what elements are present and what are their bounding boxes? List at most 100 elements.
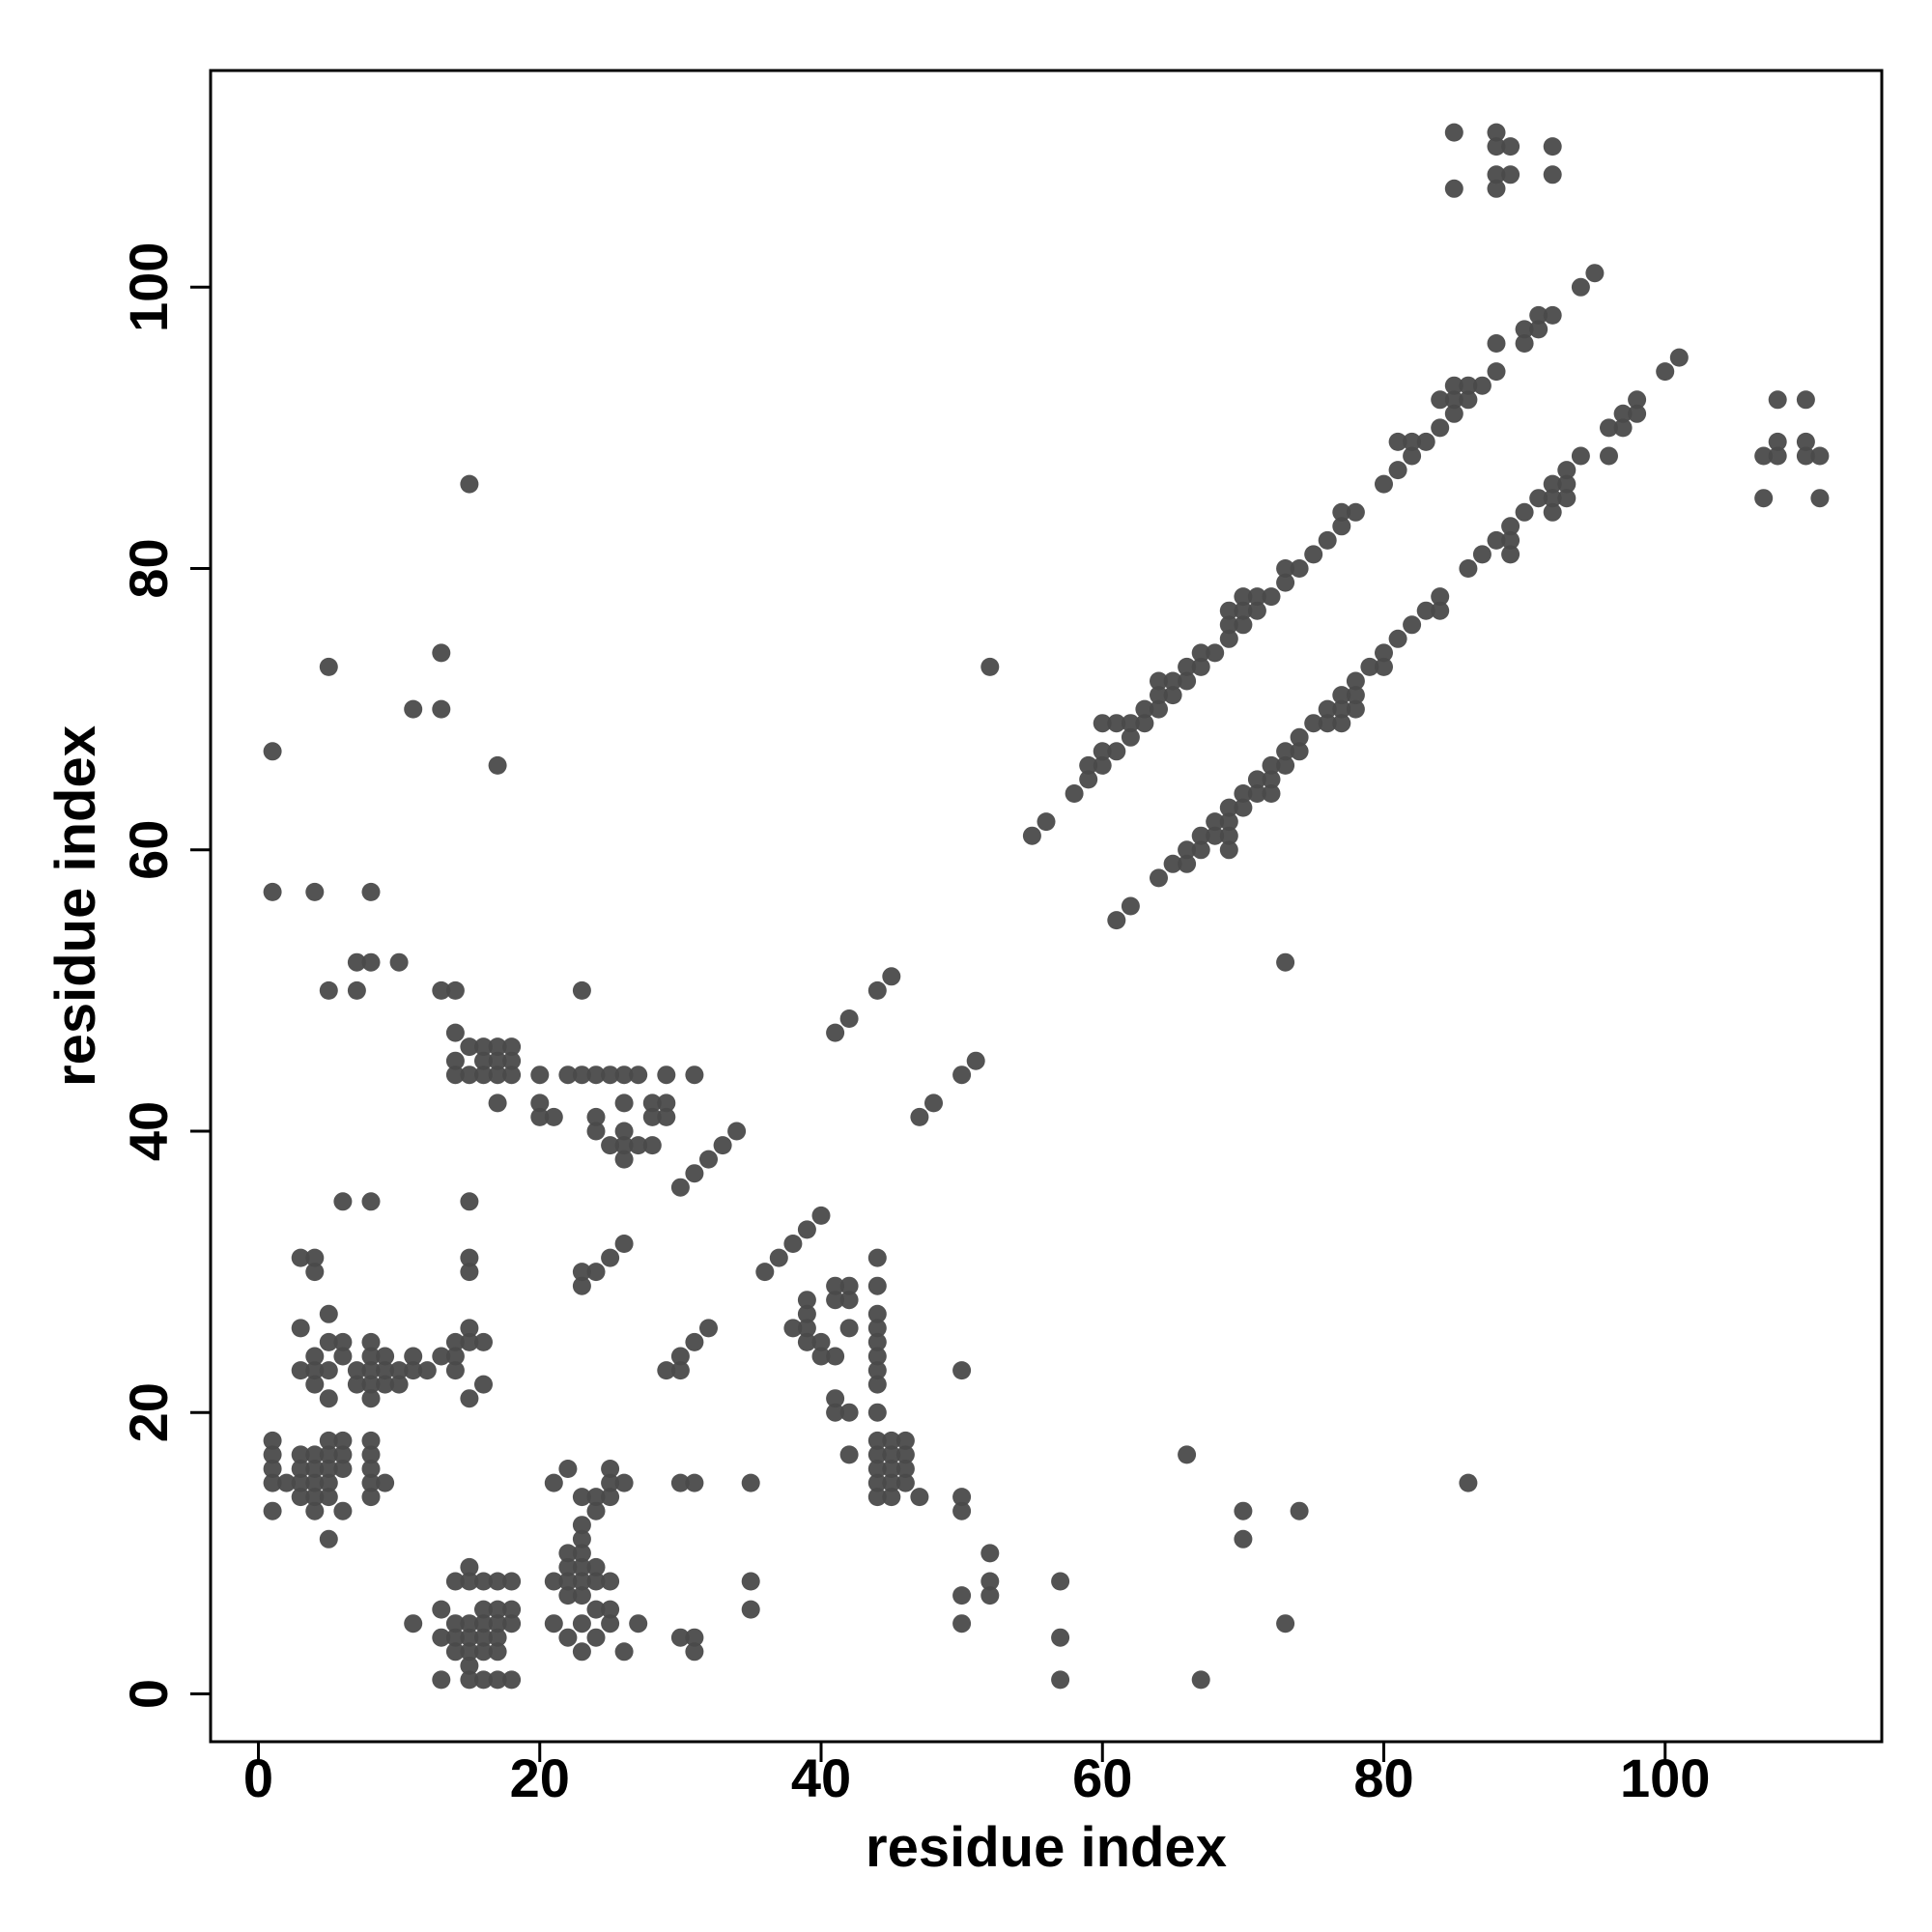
data-point: [291, 1473, 310, 1492]
data-point: [867, 1304, 887, 1323]
data-point: [263, 1445, 282, 1464]
data-point: [432, 1347, 451, 1366]
data-point: [1219, 798, 1238, 817]
data-point: [1262, 784, 1281, 803]
data-point: [291, 1248, 310, 1267]
data-point: [291, 1319, 310, 1338]
data-point: [361, 1473, 381, 1492]
data-point: [432, 1628, 451, 1647]
data-point: [839, 1403, 859, 1422]
data-point: [614, 1122, 634, 1141]
data-point: [1487, 137, 1506, 156]
data-point: [333, 1347, 353, 1366]
data-point: [1360, 657, 1379, 676]
data-point: [1543, 165, 1562, 185]
data-point: [629, 1614, 648, 1634]
data-point: [488, 1614, 507, 1634]
data-point: [1796, 432, 1815, 451]
data-point: [263, 742, 282, 761]
data-point: [1444, 376, 1463, 395]
data-point: [685, 1642, 704, 1662]
data-point: [361, 1431, 381, 1450]
data-point: [601, 1248, 620, 1267]
x-tick-label: 40: [791, 1747, 851, 1808]
data-point: [1501, 517, 1520, 536]
data-point: [404, 1347, 423, 1366]
data-point: [558, 1572, 578, 1591]
data-point: [826, 1403, 845, 1422]
data-point: [1403, 446, 1422, 466]
data-point: [572, 980, 591, 1000]
data-point: [867, 1375, 887, 1394]
data-point: [657, 1107, 676, 1126]
data-point: [488, 1642, 507, 1662]
data-point: [572, 1516, 591, 1535]
data-point: [488, 1094, 507, 1113]
data-point: [319, 657, 338, 676]
data-point: [713, 1136, 732, 1155]
data-point: [1135, 714, 1154, 733]
data-point: [741, 1473, 760, 1492]
data-point: [1613, 404, 1633, 423]
data-point: [1191, 657, 1210, 676]
data-point: [319, 1488, 338, 1507]
data-point: [1796, 390, 1815, 410]
data-point: [319, 1431, 338, 1450]
data-point: [699, 1319, 718, 1338]
data-point: [333, 1501, 353, 1520]
data-point: [629, 1136, 648, 1155]
data-point: [530, 1094, 550, 1113]
data-point: [319, 1529, 338, 1548]
data-point: [867, 1473, 887, 1492]
data-point: [1431, 418, 1450, 438]
data-point: [572, 1263, 591, 1282]
data-point: [980, 1544, 1000, 1563]
data-point: [642, 1094, 662, 1113]
data-point: [361, 882, 381, 901]
x-axis-label: residue index: [866, 1816, 1227, 1879]
data-point: [1276, 755, 1295, 775]
data-point: [1444, 390, 1463, 410]
data-point: [1501, 530, 1520, 550]
data-point: [1247, 784, 1266, 803]
data-point: [1543, 502, 1562, 522]
data-point: [291, 1460, 310, 1478]
data-point: [1206, 643, 1225, 663]
data-point: [586, 1065, 606, 1085]
data-point: [867, 1347, 887, 1366]
data-point: [445, 1065, 465, 1085]
data-point: [488, 1670, 507, 1690]
data-point: [642, 1107, 662, 1126]
data-point: [882, 1445, 901, 1464]
data-point: [1571, 446, 1590, 466]
data-point: [1051, 1572, 1070, 1591]
data-point: [867, 1319, 887, 1338]
data-point: [826, 1023, 845, 1042]
data-point: [319, 1332, 338, 1351]
data-point: [1219, 826, 1238, 845]
data-point: [1515, 320, 1534, 339]
data-point: [445, 1051, 465, 1070]
data-point: [1276, 952, 1295, 972]
data-point: [601, 1600, 620, 1619]
x-tick-label: 60: [1072, 1747, 1132, 1808]
data-point: [797, 1319, 816, 1338]
data-point: [670, 1347, 690, 1366]
data-point: [389, 1375, 409, 1394]
data-point: [488, 1051, 507, 1070]
data-point: [474, 1065, 493, 1085]
data-point: [1121, 896, 1140, 916]
data-point: [502, 1037, 522, 1057]
data-point: [333, 1431, 353, 1450]
data-point: [1444, 179, 1463, 198]
data-point: [1234, 1501, 1253, 1520]
data-point: [1051, 1670, 1070, 1690]
data-point: [305, 1488, 325, 1507]
data-point: [1515, 502, 1534, 522]
data-point: [1206, 826, 1225, 845]
data-point: [657, 1094, 676, 1113]
data-point: [1557, 461, 1577, 480]
data-point: [811, 1347, 831, 1366]
data-point: [1543, 489, 1562, 508]
